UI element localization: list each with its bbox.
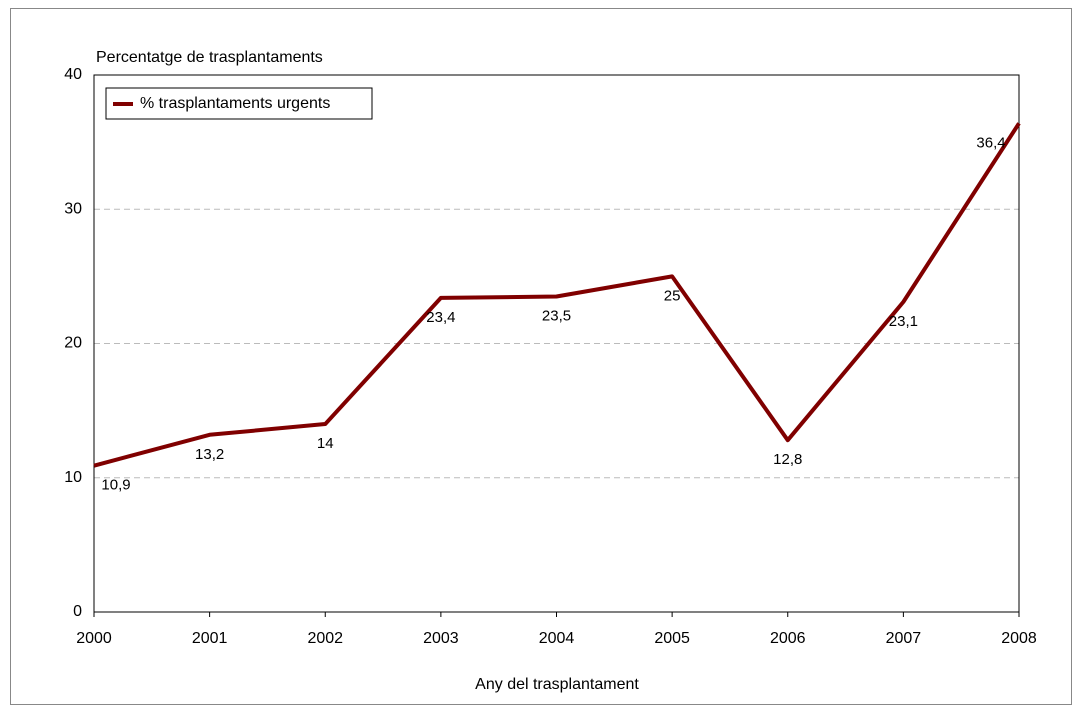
x-tick-label: 2001 <box>192 630 228 647</box>
data-label: 36,4 <box>976 134 1005 151</box>
data-label: 25 <box>664 287 681 304</box>
x-axis-title: Any del trasplantament <box>475 676 639 693</box>
y-axis-title: Percentatge de trasplantaments <box>96 49 323 66</box>
x-tick-label: 2003 <box>423 630 459 647</box>
legend-box <box>105 87 373 120</box>
x-tick-label: 2000 <box>76 630 112 647</box>
y-tick-label: 0 <box>73 603 82 620</box>
x-tick-label: 2005 <box>654 630 690 647</box>
x-tick-label: 2008 <box>1001 630 1037 647</box>
plot-area <box>93 74 1020 613</box>
data-line <box>93 122 1021 468</box>
data-label: 14 <box>317 435 334 452</box>
data-label: 23,5 <box>542 307 571 324</box>
chart-frame <box>10 8 1072 705</box>
y-tick-label: 40 <box>64 66 82 83</box>
y-tick-label: 20 <box>64 335 82 352</box>
x-tick-label: 2006 <box>770 630 806 647</box>
x-tick-label: 2004 <box>539 630 575 647</box>
y-tick-label: 30 <box>64 200 82 217</box>
data-label: 23,4 <box>426 309 455 326</box>
data-label: 23,1 <box>889 313 918 330</box>
data-label: 13,2 <box>195 446 224 463</box>
y-tick-label: 10 <box>64 469 82 486</box>
x-tick-label: 2007 <box>886 630 922 647</box>
data-label: 10,9 <box>101 477 130 494</box>
x-tick-label: 2002 <box>307 630 343 647</box>
legend-label: % trasplantaments urgents <box>140 95 330 112</box>
data-label: 12,8 <box>773 451 802 468</box>
